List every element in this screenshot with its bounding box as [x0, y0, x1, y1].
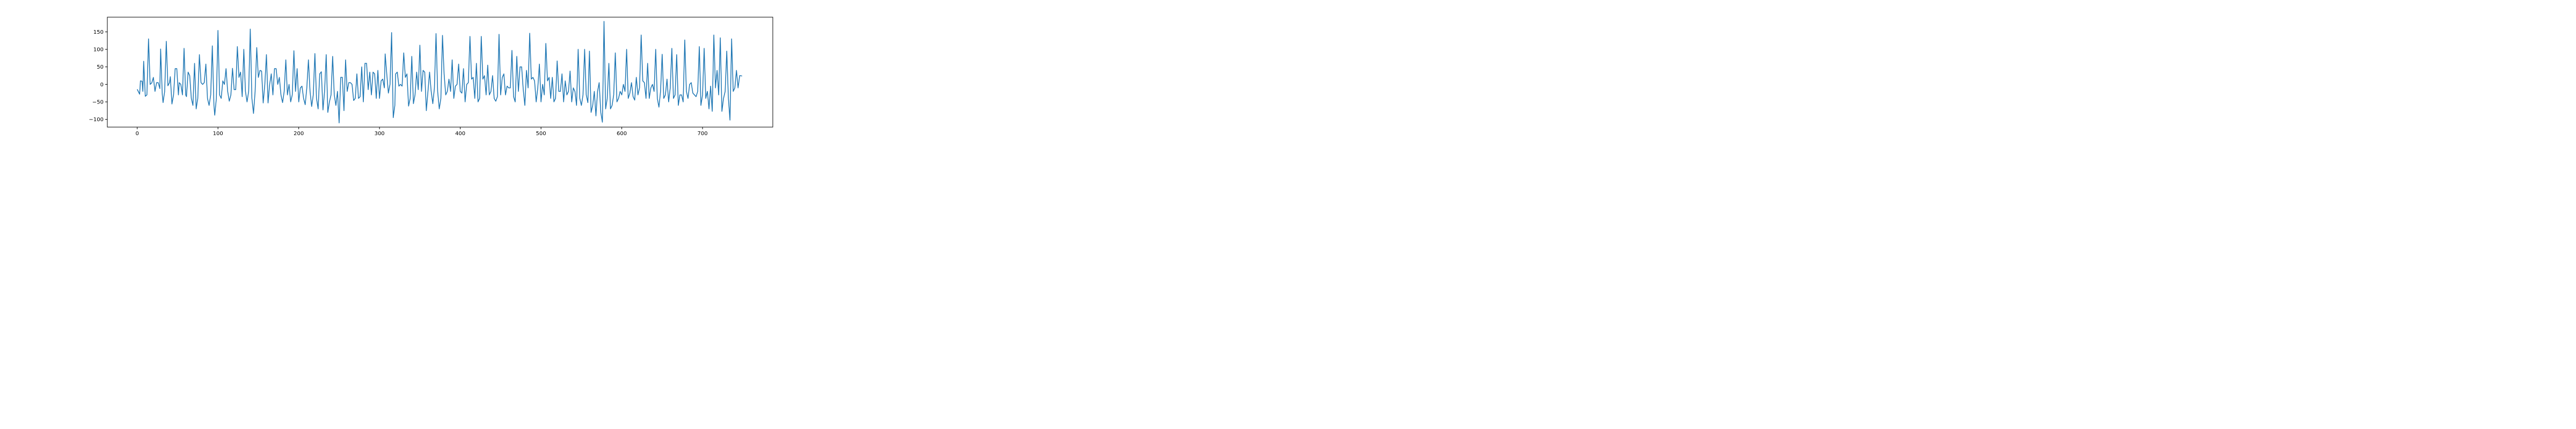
x-tick-label: 200 — [294, 131, 304, 137]
x-tick-label: 300 — [375, 131, 385, 137]
x-tick-label: 400 — [455, 131, 465, 137]
line-chart: 0 100 200 300 400 500 600 700 −100 −50 0 50 100 150 — [89, 17, 773, 137]
x-tick-label: 700 — [698, 131, 708, 137]
x-tick-label: 500 — [536, 131, 546, 137]
y-tick-label: −100 — [89, 117, 104, 123]
y-tick-label: 0 — [100, 82, 104, 88]
axes: 0 100 200 300 400 500 600 700 −100 −50 0 50 100 150 — [89, 17, 773, 137]
x-tick-label: 600 — [617, 131, 627, 137]
plot-area — [137, 21, 742, 123]
y-tick-label: 150 — [93, 29, 104, 35]
x-tick-label: 0 — [135, 131, 138, 137]
axes-frame — [107, 17, 773, 128]
y-tick-label: 100 — [93, 47, 104, 53]
y-tick-label: −50 — [92, 99, 104, 105]
series-line-1 — [137, 21, 742, 123]
y-tick-label: 50 — [97, 64, 104, 70]
x-tick-label: 100 — [213, 131, 223, 137]
